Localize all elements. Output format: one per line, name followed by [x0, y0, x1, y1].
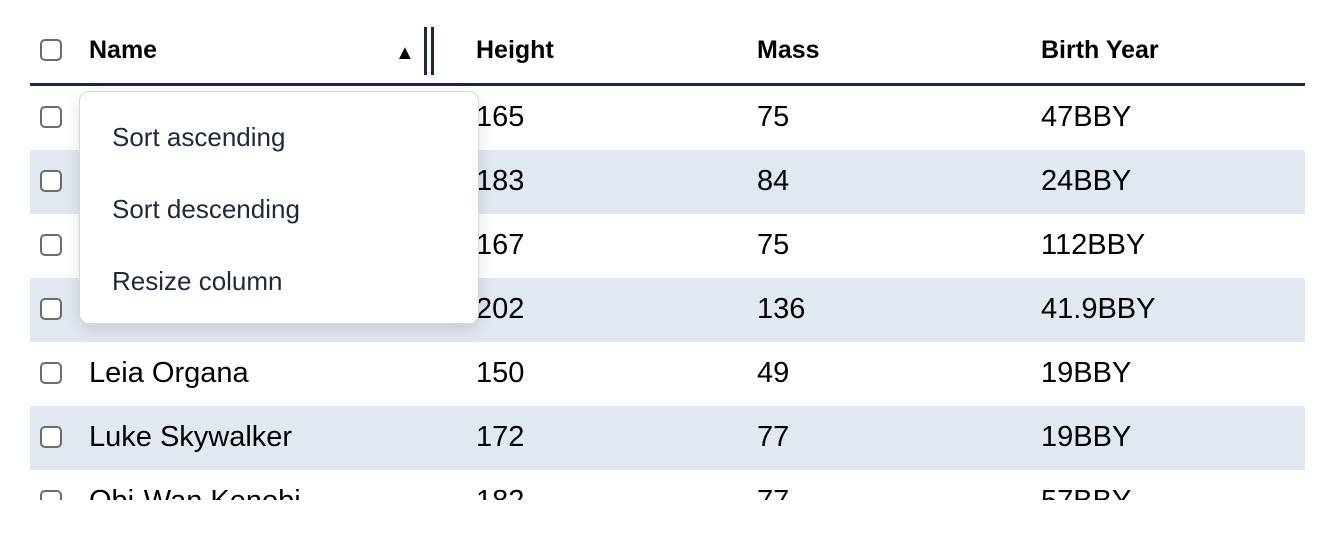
- column-menu: Sort ascending Sort descending Resize co…: [79, 91, 479, 324]
- cell-height: 165: [476, 101, 525, 133]
- header-birth-year[interactable]: Birth Year: [1041, 36, 1159, 64]
- row-checkbox[interactable]: [40, 426, 62, 448]
- cell-name: Obi-Wan Kenobi: [89, 485, 301, 500]
- row-checkbox[interactable]: [40, 298, 62, 320]
- cell-birth-year: 24BBY: [1041, 165, 1132, 197]
- table-row[interactable]: 167 75 112BBY: [30, 214, 1305, 278]
- table-row[interactable]: Leia Organa 150 49 19BBY: [30, 342, 1305, 406]
- cell-birth-year: 47BBY: [1041, 101, 1132, 133]
- cell-height: 167: [476, 229, 525, 261]
- row-checkbox[interactable]: [40, 234, 62, 256]
- cell-mass: 136: [757, 293, 806, 325]
- cell-mass: 84: [757, 165, 790, 197]
- table-row[interactable]: Luke Skywalker 172 77 19BBY: [30, 406, 1305, 470]
- menu-item-sort-ascending[interactable]: Sort ascending: [112, 122, 286, 152]
- header-name[interactable]: Name: [89, 36, 158, 64]
- select-all-checkbox[interactable]: [40, 39, 62, 61]
- cell-mass: 77: [757, 485, 789, 500]
- cell-birth-year: 19BBY: [1041, 357, 1132, 389]
- cell-height: 172: [476, 421, 525, 453]
- cell-height: 202: [476, 293, 525, 325]
- table-row[interactable]: Obi-Wan Kenobi 182 77 57BBY: [30, 470, 1305, 500]
- row-checkbox[interactable]: [40, 362, 62, 384]
- header-mass[interactable]: Mass: [757, 36, 820, 64]
- cell-birth-year: 112BBY: [1041, 229, 1146, 261]
- cell-name: Luke Skywalker: [89, 421, 293, 453]
- cell-height: 182: [476, 485, 524, 500]
- cell-mass: 75: [757, 229, 790, 261]
- menu-item-resize-column[interactable]: Resize column: [112, 266, 283, 296]
- header-height[interactable]: Height: [476, 36, 554, 64]
- cell-mass: 49: [757, 357, 790, 389]
- cell-mass: 75: [757, 101, 790, 133]
- row-checkbox[interactable]: [40, 170, 62, 192]
- row-checkbox[interactable]: [40, 106, 62, 128]
- cell-height: 150: [476, 357, 525, 389]
- cell-height: 183: [476, 165, 525, 197]
- cell-birth-year: 19BBY: [1041, 421, 1132, 453]
- column-resize-handle[interactable]: [424, 27, 434, 75]
- cell-name: Leia Organa: [89, 357, 249, 389]
- row-checkbox[interactable]: [40, 490, 62, 500]
- table-row[interactable]: 165 75 47BBY: [30, 86, 1305, 150]
- sort-ascending-icon[interactable]: ▲: [395, 42, 415, 64]
- menu-item-sort-descending[interactable]: Sort descending: [112, 194, 300, 224]
- cell-birth-year: 41.9BBY: [1041, 293, 1156, 325]
- cell-birth-year: 57BBY: [1041, 485, 1131, 500]
- table-header: Name ▲ Height Mass Birth Year: [30, 20, 1305, 86]
- cell-mass: 77: [757, 421, 790, 453]
